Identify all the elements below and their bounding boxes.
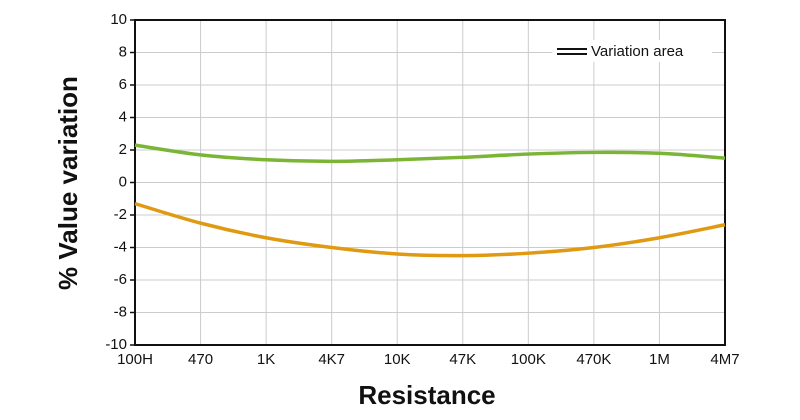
y-tick-label: -4 (114, 238, 127, 255)
x-tick-label: 4K7 (318, 351, 345, 368)
x-tick-label: 1K (257, 351, 275, 368)
y-tick-label: 10 (110, 11, 127, 28)
line-series (134, 201, 726, 258)
y-tick-label: 8 (119, 43, 127, 60)
x-tick-label: 10K (384, 351, 411, 368)
y-tick-label: -8 (114, 303, 127, 320)
x-tick-label: 1M (649, 351, 670, 368)
legend-label: Variation area (591, 43, 684, 60)
x-tick-label: 470K (576, 351, 611, 368)
y-tick-label: -6 (114, 271, 127, 288)
x-axis-title: Resistance (358, 380, 495, 410)
x-tick-label: 4M7 (710, 351, 739, 368)
plot-frame (134, 19, 726, 346)
y-tick-label: -2 (114, 206, 127, 223)
y-tick-label: 6 (119, 76, 127, 93)
y-tick-label: 2 (119, 141, 127, 158)
y-tick-label: -10 (105, 336, 127, 353)
x-tick-label: 470 (188, 351, 213, 368)
y-axis-title: % Value variation (53, 76, 83, 290)
y-tick-label: 0 (119, 173, 127, 190)
x-tick-label: 100K (511, 351, 546, 368)
legend-bg (552, 40, 712, 62)
y-tick-label: 4 (119, 108, 127, 125)
line-series (134, 143, 726, 164)
x-tick-label: 100H (117, 351, 153, 368)
x-tick-label: 47K (449, 351, 476, 368)
